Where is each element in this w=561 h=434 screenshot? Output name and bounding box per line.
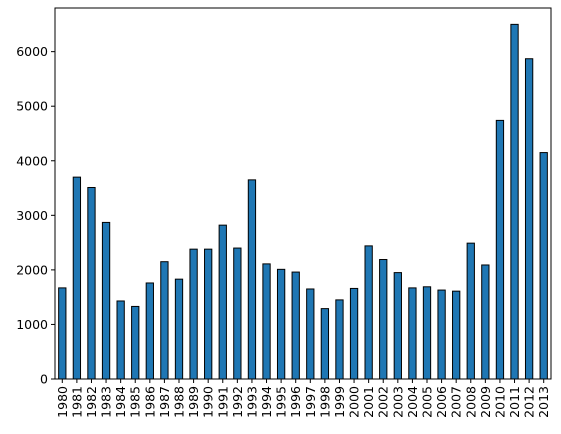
- x-tick-label: 1981: [69, 386, 84, 418]
- x-tick-label: 2003: [390, 386, 405, 418]
- x-tick-label: 1993: [244, 386, 259, 418]
- bar-2005: [422, 286, 432, 380]
- bar-2011: [510, 23, 519, 380]
- y-tick-label: 5000: [16, 99, 48, 114]
- bar-1991: [218, 224, 227, 380]
- bar-1982: [87, 186, 96, 380]
- x-axis: 1980 1981 1982 1983 1984 1985 1986 1987 1988 1989…: [55, 379, 551, 418]
- bar-1983: [101, 221, 111, 380]
- x-tick-label: 1996: [288, 386, 303, 418]
- bar-2012: [524, 58, 534, 380]
- bar-1980: [58, 287, 67, 380]
- bar-1993: [247, 179, 257, 380]
- x-tick-label: 2009: [478, 386, 493, 418]
- bar-2013: [539, 152, 548, 380]
- x-tick-label: 2002: [376, 386, 391, 418]
- bar-2010: [495, 119, 505, 380]
- bar-1986: [145, 282, 154, 380]
- x-tick-label: 1990: [201, 386, 216, 418]
- x-tick-label: 1988: [172, 386, 187, 418]
- bar-1996: [291, 271, 300, 380]
- x-tick-label: 2008: [463, 386, 478, 418]
- x-tick-label: 1991: [215, 386, 230, 418]
- x-tick-label: 2005: [420, 386, 435, 418]
- x-tick-label: 1999: [332, 386, 347, 418]
- bar-1997: [306, 288, 315, 380]
- bar-1994: [262, 263, 271, 380]
- x-tick-label: 2012: [522, 386, 537, 418]
- bar-1985: [131, 305, 140, 380]
- y-tick-label: 0: [40, 372, 48, 387]
- bar-1984: [116, 300, 125, 380]
- plot-frame: [54, 7, 552, 380]
- bar-1992: [233, 247, 242, 380]
- y-tick-label: 4000: [16, 153, 48, 168]
- x-tick-label: 1985: [128, 386, 143, 418]
- bars-group: [58, 23, 548, 380]
- x-tick-label: 1989: [186, 386, 201, 418]
- x-tick-label: 2007: [449, 386, 464, 418]
- x-tick-label: 1984: [113, 386, 128, 418]
- bar-2009: [481, 264, 490, 380]
- y-tick-label: 2000: [16, 262, 48, 277]
- x-tick-label: 1986: [142, 386, 157, 418]
- y-tick-label: 1000: [16, 317, 48, 332]
- bar-1988: [174, 278, 184, 380]
- x-tick-label: 1994: [259, 386, 274, 418]
- x-tick-label: 1987: [157, 386, 172, 418]
- bar-1998: [320, 308, 330, 380]
- x-tick-label: 1995: [274, 386, 289, 418]
- x-tick-label: 1992: [230, 386, 245, 418]
- bar-1981: [72, 176, 82, 380]
- bar-2008: [466, 242, 475, 380]
- bar-2000: [349, 287, 359, 380]
- bar-2004: [408, 287, 417, 380]
- x-tick-label: 2010: [492, 386, 507, 418]
- x-tick-label: 1983: [99, 386, 114, 418]
- x-tick-label: 1982: [84, 386, 99, 418]
- y-axis: 0 1000 2000 3000 4000 5000 6000: [16, 44, 55, 387]
- bar-1987: [160, 261, 169, 380]
- bar-1995: [276, 268, 286, 380]
- y-tick-label: 3000: [16, 208, 48, 223]
- x-tick-label: 1998: [317, 386, 332, 418]
- x-tick-label: 2013: [536, 386, 551, 418]
- x-tick-label: 2006: [434, 386, 449, 418]
- bar-1989: [189, 248, 198, 380]
- bar-1990: [204, 248, 213, 380]
- x-tick-label: 1997: [303, 386, 318, 418]
- x-tick-label: 1980: [55, 386, 70, 418]
- y-tick-label: 6000: [16, 44, 48, 59]
- x-tick-label: 2004: [405, 386, 420, 418]
- bar-2002: [379, 259, 388, 380]
- x-tick-label: 2001: [361, 386, 376, 418]
- x-tick-label: 2011: [507, 386, 522, 418]
- bar-1999: [335, 299, 344, 380]
- bar-2007: [452, 290, 461, 380]
- bar-2003: [393, 272, 402, 380]
- bar-2001: [364, 245, 373, 380]
- bar-2006: [437, 289, 446, 380]
- x-tick-label: 2000: [347, 386, 362, 418]
